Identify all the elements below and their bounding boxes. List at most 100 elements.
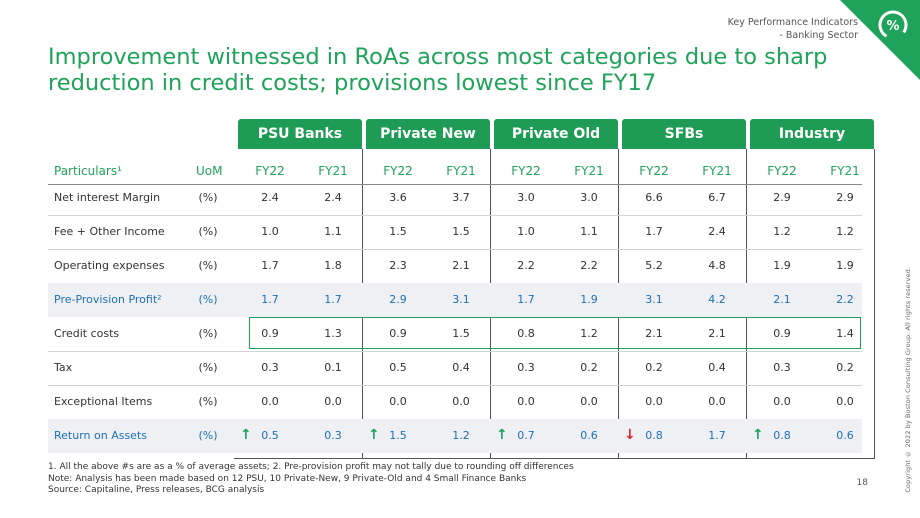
value-cell: 0.1 [324,361,342,374]
value-cell: 0.0 [645,395,663,408]
value-cell: 4.2 [708,293,726,306]
row-label: Net interest Margin [54,191,161,204]
value-cell: 3.1 [452,293,470,306]
uom-header: UoM [196,164,223,178]
value-cell: 2.1 [645,327,663,340]
table-row: Return on Assets (%) 0.5 0.3 1.5 1.2 0.7 0.6 0.8… [48,419,862,453]
value-cell: 0.3 [773,361,791,374]
percent-gauge-icon: % [878,10,908,40]
value-cell: 2.2 [517,259,535,272]
value-cell: 2.3 [389,259,407,272]
year-header: FY22 [511,164,541,178]
value-cell: 1.1 [580,225,598,238]
value-cell: 1.9 [580,293,598,306]
value-cell: 0.0 [261,395,279,408]
row-uom: (%) [198,191,218,204]
value-cell: 2.4 [708,225,726,238]
value-cell: 1.2 [836,225,854,238]
value-cell: 0.3 [324,429,342,442]
value-cell: 0.8 [645,429,663,442]
value-cell: 0.0 [580,395,598,408]
table-row: Exceptional Items (%) 0.0 0.0 0.0 0.0 0.0 0.0 0.… [48,385,862,419]
value-cell: 1.7 [645,225,663,238]
value-cell: 3.6 [389,191,407,204]
value-cell: 2.1 [708,327,726,340]
value-cell: 0.7 [517,429,535,442]
year-header: FY22 [255,164,285,178]
row-divider [48,351,862,352]
value-cell: 0.5 [389,361,407,374]
table-row: Credit costs (%) 0.9 1.3 0.9 1.5 0.8 1.2 2.1 2.1 0… [48,317,862,351]
value-cell: 0.2 [836,361,854,374]
value-cell: 3.7 [452,191,470,204]
value-cell: 1.7 [708,429,726,442]
value-cell: 6.6 [645,191,663,204]
arrow-down-icon: ↓ [624,427,636,443]
row-label: Tax [54,361,73,374]
section-reference: Key Performance Indicators - Banking Sec… [728,16,858,42]
row-uom: (%) [198,429,218,442]
value-cell: 1.4 [836,327,854,340]
year-header: FY22 [639,164,669,178]
value-cell: 3.0 [580,191,598,204]
arrow-up-icon: ↑ [496,427,508,443]
row-label: Credit costs [54,327,120,340]
column-header-row: Particulars¹ UoM FY22 FY21 FY22 FY21 FY22 FY21 F… [48,154,862,188]
value-cell: 1.3 [324,327,342,340]
row-uom: (%) [198,225,218,238]
value-cell: 1.2 [580,327,598,340]
row-uom: (%) [198,293,218,306]
group-header-private-old: Private Old [494,119,618,149]
row-divider [48,215,862,216]
year-header: FY22 [767,164,797,178]
value-cell: 6.7 [708,191,726,204]
value-cell: 0.3 [517,361,535,374]
value-cell: 1.0 [517,225,535,238]
value-cell: 2.2 [836,293,854,306]
year-header: FY21 [446,164,476,178]
value-cell: 1.7 [261,259,279,272]
row-label: Operating expenses [54,259,165,272]
value-cell: 1.8 [324,259,342,272]
table-row: Net interest Margin (%) 2.4 2.4 3.6 3.7 3.0 3.0… [48,181,862,215]
value-cell: 1.7 [261,293,279,306]
value-cell: 0.9 [261,327,279,340]
value-cell: 0.9 [773,327,791,340]
table-row: Tax (%) 0.3 0.1 0.5 0.4 0.3 0.2 0.2 0.4 0.3 0.2 [48,351,862,385]
group-header-psu-banks: PSU Banks [238,119,362,149]
value-cell: 0.5 [261,429,279,442]
table-row: Operating expenses (%) 1.7 1.8 2.3 2.1 2.2 2.2 5… [48,249,862,283]
page-title: Improvement witnessed in RoAs across mos… [48,44,828,96]
year-header: FY21 [574,164,604,178]
value-cell: 1.2 [452,429,470,442]
table-row: Fee + Other Income (%) 1.0 1.1 1.5 1.5 1.0 1.1 1… [48,215,862,249]
value-cell: 1.1 [324,225,342,238]
value-cell: 0.0 [389,395,407,408]
value-cell: 2.9 [389,293,407,306]
row-label: Return on Assets [54,429,147,442]
value-cell: 0.6 [580,429,598,442]
value-cell: 0.8 [773,429,791,442]
row-label: Fee + Other Income [54,225,165,238]
group-band [746,149,875,459]
value-cell: 2.9 [836,191,854,204]
value-cell: 0.0 [836,395,854,408]
value-cell: 0.9 [389,327,407,340]
value-cell: 2.4 [261,191,279,204]
row-uom: (%) [198,361,218,374]
group-header-private-new: Private New [366,119,490,149]
value-cell: 1.0 [261,225,279,238]
value-cell: 2.1 [773,293,791,306]
value-cell: 1.9 [773,259,791,272]
footnote-note: Note: Analysis has been made based on 12… [48,473,527,484]
year-header: FY21 [830,164,860,178]
row-label: Exceptional Items [54,395,153,408]
value-cell: 0.0 [773,395,791,408]
value-cell: 1.5 [452,327,470,340]
footnote-1: 1. All the above #s are as a % of averag… [48,462,574,472]
corner-tab [840,0,920,80]
row-label: Pre-Provision Profit² [54,293,162,306]
header-divider [48,184,862,185]
value-cell: 1.5 [389,225,407,238]
value-cell: 0.4 [452,361,470,374]
